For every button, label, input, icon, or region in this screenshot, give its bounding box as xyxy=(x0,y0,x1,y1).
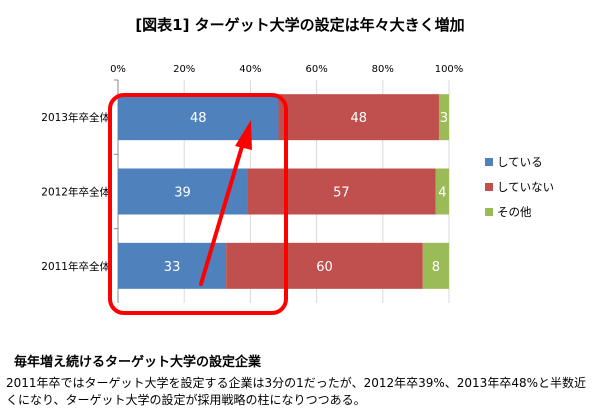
x-tick-label: 80% xyxy=(372,64,394,75)
trend-arrow-head xyxy=(235,120,252,150)
bar-segment xyxy=(438,94,449,141)
category-label: 2013年卒全体 xyxy=(41,111,110,124)
category-label: 2012年卒全体 xyxy=(41,186,110,199)
x-axis-ticks: 0% 20% 40% 60% 80% 100% xyxy=(110,64,463,75)
legend-label: その他 xyxy=(497,205,532,219)
data-label: 4 xyxy=(438,186,446,201)
caption-title: 毎年増え続けるターゲット大学の設定企業 xyxy=(14,355,262,370)
legend-label: している xyxy=(497,155,543,169)
bar-segment xyxy=(435,168,449,215)
x-tick-label: 40% xyxy=(239,64,261,75)
bar-segment xyxy=(278,94,439,141)
data-label: 39 xyxy=(174,186,191,201)
bar-segment xyxy=(118,94,279,141)
chart-title: [図表1] ターゲット大学の設定は年々大きく増加 xyxy=(135,16,464,34)
data-label: 57 xyxy=(333,186,350,201)
category-labels: 2013年卒全体 2012年卒全体 2011年卒全体 xyxy=(41,111,110,273)
data-label: 48 xyxy=(190,111,207,126)
data-label: 33 xyxy=(164,260,181,275)
bar-segment xyxy=(422,242,449,289)
stacked-bar-chart: [図表1] ターゲット大学の設定は年々大きく増加 0% 20% 40% 60% 80% 1… xyxy=(41,16,554,315)
caption-body: 2011年卒ではターゲット大学を設定する企業は3分の1だったが、2012年卒39… xyxy=(6,376,586,407)
legend-label: していない xyxy=(497,180,554,194)
highlight-box xyxy=(108,93,288,315)
annotations xyxy=(108,93,288,315)
bar-segment xyxy=(247,168,436,215)
x-tick-label: 100% xyxy=(435,64,464,75)
bar-segment xyxy=(226,242,423,289)
data-label: 60 xyxy=(316,260,333,275)
trend-arrow-shaft xyxy=(199,141,245,286)
bars: 48 48 3 39 57 4 33 60 8 xyxy=(118,94,449,289)
category-label: 2011年卒全体 xyxy=(41,260,110,273)
x-tick-label: 0% xyxy=(110,64,126,75)
data-label: 8 xyxy=(432,260,440,275)
x-tick-label: 20% xyxy=(173,64,195,75)
legend-swatch xyxy=(485,183,493,191)
data-label: 48 xyxy=(350,111,367,126)
legend-swatch xyxy=(485,158,493,166)
x-tick-label: 60% xyxy=(305,64,327,75)
legend-swatch xyxy=(485,208,493,216)
data-label: 3 xyxy=(440,111,448,126)
